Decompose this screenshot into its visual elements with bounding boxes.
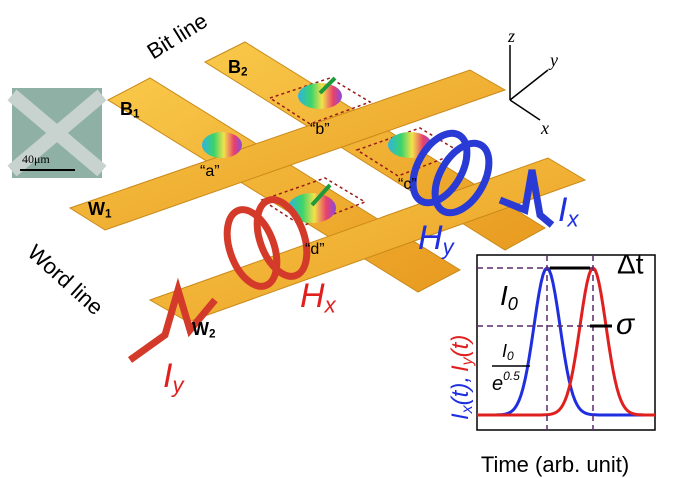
x-axis xyxy=(510,100,540,120)
coord-axes xyxy=(510,45,548,120)
w2-label-sub: 2 xyxy=(209,328,216,341)
ix-label: Ix xyxy=(558,191,579,231)
z-label: z xyxy=(507,26,515,46)
b1-label-sub: 1 xyxy=(133,108,140,121)
w1-label-sub: 1 xyxy=(105,208,112,221)
iy-label: Iy xyxy=(163,357,185,397)
hx-label: Hx xyxy=(300,277,337,317)
frac-den-main: e xyxy=(492,373,503,395)
w2-label-main: W xyxy=(192,319,209,339)
sigma: σ xyxy=(616,308,636,341)
yl-second-rest: (t) xyxy=(447,335,474,358)
frac-den-sup: 0.5 xyxy=(503,369,520,383)
figure: 40μm z y x Bit line Word line “a” “b” “c… xyxy=(0,0,679,478)
ix-label-sub: x xyxy=(566,206,579,231)
disc-a xyxy=(202,132,242,158)
frac-num-sub: 0 xyxy=(507,349,514,363)
yl-first-rest: (t), xyxy=(447,376,474,405)
inset-x-label: Time (arb. unit) xyxy=(481,452,629,477)
b2-label-main: B xyxy=(228,57,241,77)
disc-b xyxy=(298,83,342,109)
b2-label-sub: 2 xyxy=(241,66,248,79)
cell-c: “c” xyxy=(398,176,417,193)
scale-label: 40μm xyxy=(22,152,50,166)
hx-label-main: H xyxy=(300,277,325,315)
w2-label: W2 xyxy=(192,319,216,341)
x-label: x xyxy=(540,118,549,138)
delta-t: Δt xyxy=(617,248,644,279)
cell-a: “a” xyxy=(200,163,220,180)
hy-label-sub: y xyxy=(441,234,456,259)
w1-label-main: W xyxy=(88,199,105,219)
hx-label-sub: x xyxy=(324,292,337,317)
y-axis xyxy=(510,70,548,100)
bit-line-label: Bit line xyxy=(142,8,211,64)
cell-b: “b” xyxy=(310,121,330,138)
hy-label-main: H xyxy=(418,219,443,257)
inset-y-label: Ix(t),Iy(t) xyxy=(447,335,476,420)
b1-label-main: B xyxy=(120,99,133,119)
cell-d: “d” xyxy=(305,241,325,258)
iy-label-sub: y xyxy=(170,372,185,397)
i0-label-sub: 0 xyxy=(508,294,518,314)
word-line-label: Word line xyxy=(23,239,108,319)
y-label: y xyxy=(548,50,558,70)
